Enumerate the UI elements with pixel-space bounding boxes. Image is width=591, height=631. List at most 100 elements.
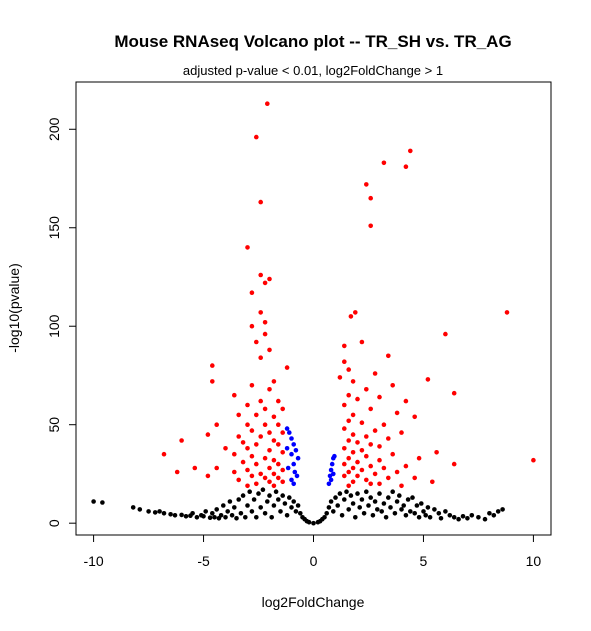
data-point [262, 475, 268, 481]
data-point [284, 426, 290, 431]
data-point [326, 481, 332, 487]
data-point [397, 493, 402, 498]
data-point [291, 481, 297, 487]
data-point [249, 290, 255, 296]
data-point [214, 422, 219, 428]
data-point [203, 509, 208, 514]
data-point [179, 512, 184, 518]
data-point [346, 469, 352, 475]
data-point [332, 453, 337, 459]
data-point [386, 436, 391, 441]
data-point [284, 446, 290, 451]
data-point [295, 503, 301, 508]
data-point [291, 461, 297, 467]
data-point [414, 503, 420, 508]
data-point [403, 463, 409, 469]
data-point [280, 450, 286, 455]
data-point [258, 434, 264, 439]
data-point [271, 483, 277, 489]
data-point [342, 461, 347, 467]
data-point [245, 245, 250, 250]
data-point [262, 511, 268, 516]
data-point [271, 503, 277, 508]
data-point [253, 442, 259, 447]
data-point [403, 513, 409, 518]
data-point [289, 505, 294, 510]
data-point [236, 412, 241, 418]
data-point [335, 503, 341, 508]
data-point [331, 509, 336, 514]
chart-subtitle: adjusted p-value < 0.01, log2FoldChange … [183, 63, 443, 78]
data-point [245, 422, 250, 428]
y-tick-label: 0 [46, 519, 62, 527]
data-point [333, 495, 338, 500]
data-point [326, 505, 332, 510]
data-point [280, 479, 286, 485]
data-point [245, 446, 250, 451]
data-point [262, 320, 268, 325]
data-point [311, 520, 316, 526]
data-point [289, 451, 294, 457]
point-series-0 [91, 487, 505, 526]
data-point [355, 440, 360, 445]
data-point [339, 513, 345, 518]
data-point [342, 473, 347, 479]
y-tick-label: 100 [46, 314, 62, 338]
data-point [280, 493, 286, 498]
data-point [379, 509, 385, 514]
x-tick-label: -10 [83, 553, 103, 569]
data-point [394, 410, 400, 416]
data-point [210, 511, 215, 516]
data-point [232, 451, 237, 457]
data-point [214, 507, 219, 512]
y-tick-label: 150 [46, 216, 62, 240]
data-point [359, 339, 365, 345]
data-point [377, 394, 382, 400]
data-point [359, 448, 365, 453]
data-point [212, 515, 217, 520]
data-point [174, 469, 180, 475]
data-point [179, 438, 184, 443]
data-point [531, 457, 536, 463]
data-point [258, 355, 264, 361]
data-point [284, 365, 290, 370]
data-point [421, 509, 426, 514]
data-point [249, 509, 255, 514]
data-point [342, 402, 347, 408]
data-point [282, 501, 288, 506]
data-point [322, 515, 327, 520]
data-point [240, 493, 246, 498]
data-point [258, 471, 264, 477]
data-point [353, 310, 358, 315]
data-point [249, 428, 255, 433]
data-point [368, 495, 374, 500]
x-tick-label: 10 [526, 553, 542, 569]
data-point [346, 483, 352, 489]
data-point [280, 406, 286, 412]
points-layer [91, 101, 536, 526]
data-point [399, 483, 404, 489]
data-point [337, 491, 343, 496]
data-point [168, 512, 173, 517]
data-point [348, 314, 354, 319]
data-point [251, 497, 257, 502]
data-point [276, 461, 281, 467]
data-point [298, 511, 303, 516]
data-point [258, 505, 264, 510]
data-point [350, 412, 356, 418]
data-point [100, 500, 105, 505]
data-point [192, 465, 198, 471]
data-point [327, 473, 333, 479]
data-point [337, 375, 343, 380]
data-point [412, 511, 418, 516]
data-point [436, 511, 442, 516]
data-point [392, 511, 398, 516]
data-point [331, 471, 336, 477]
data-point [218, 513, 224, 518]
data-point [346, 455, 352, 461]
data-point [368, 195, 374, 201]
data-point [399, 507, 404, 512]
data-point [495, 509, 501, 514]
data-point [227, 499, 233, 504]
data-point [194, 515, 200, 520]
